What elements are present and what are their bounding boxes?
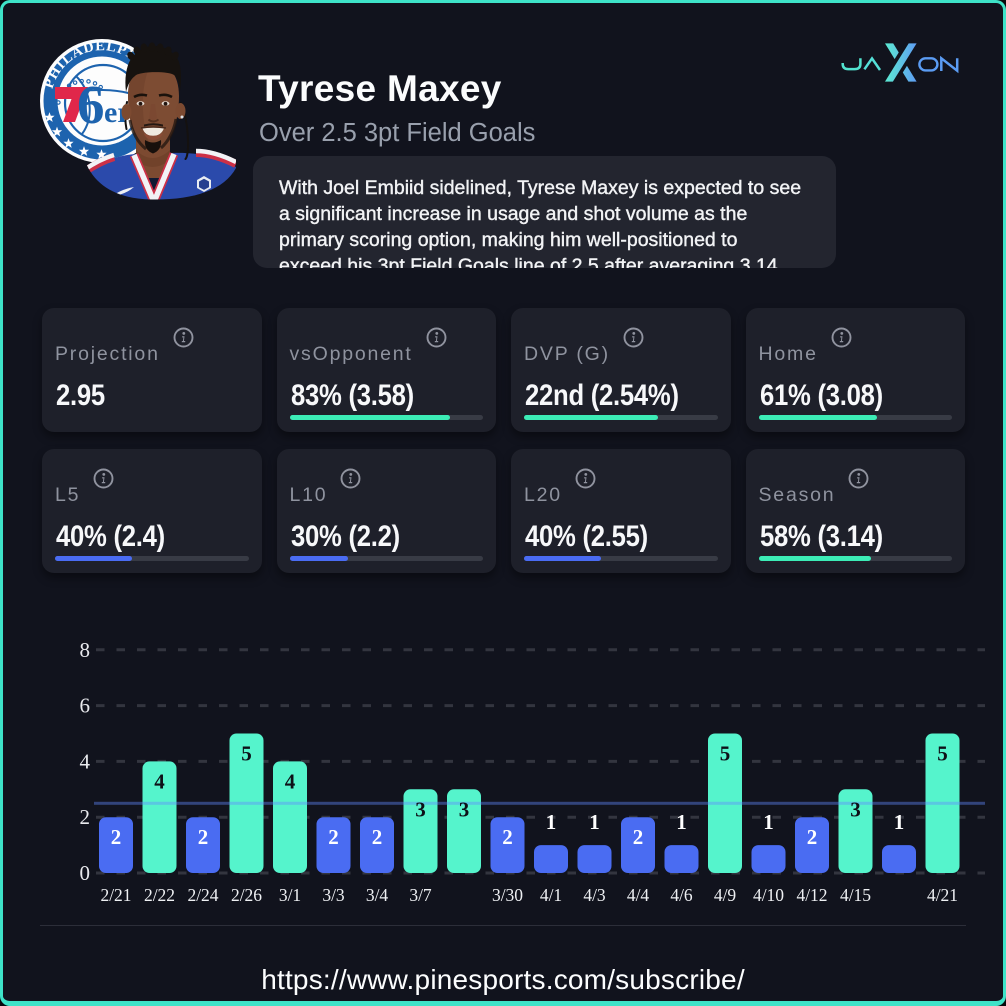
svg-text:2: 2 <box>80 805 91 829</box>
svg-text:5: 5 <box>241 742 252 766</box>
svg-text:2/21: 2/21 <box>100 885 131 905</box>
svg-text:3/30: 3/30 <box>492 885 523 905</box>
svg-text:0: 0 <box>80 861 91 885</box>
svg-text:2/26: 2/26 <box>231 885 262 905</box>
svg-text:2/22: 2/22 <box>144 885 175 905</box>
svg-text:3/1: 3/1 <box>279 885 301 905</box>
svg-text:2: 2 <box>198 825 209 849</box>
svg-text:2: 2 <box>807 825 818 849</box>
svg-text:4/4: 4/4 <box>627 885 650 905</box>
svg-text:1: 1 <box>763 810 774 834</box>
svg-text:2: 2 <box>372 825 383 849</box>
svg-text:3/7: 3/7 <box>409 885 432 905</box>
svg-text:4/21: 4/21 <box>927 885 958 905</box>
svg-text:3: 3 <box>850 797 861 821</box>
svg-text:4/15: 4/15 <box>840 885 871 905</box>
svg-text:4: 4 <box>154 769 165 793</box>
svg-text:1: 1 <box>589 810 600 834</box>
svg-text:4: 4 <box>285 769 296 793</box>
svg-text:2: 2 <box>502 825 513 849</box>
svg-text:5: 5 <box>720 742 731 766</box>
svg-text:5: 5 <box>937 742 948 766</box>
svg-text:2: 2 <box>111 825 122 849</box>
svg-text:4: 4 <box>80 749 91 773</box>
svg-text:6: 6 <box>80 694 91 718</box>
svg-text:3: 3 <box>415 797 426 821</box>
svg-text:4/1: 4/1 <box>540 885 562 905</box>
svg-text:8: 8 <box>80 638 91 662</box>
svg-text:1: 1 <box>894 810 905 834</box>
svg-text:3/4: 3/4 <box>366 885 389 905</box>
svg-text:4/10: 4/10 <box>753 885 784 905</box>
svg-text:4/3: 4/3 <box>583 885 606 905</box>
svg-text:3: 3 <box>459 797 470 821</box>
svg-text:6: 6 <box>77 74 105 135</box>
svg-text:1: 1 <box>546 810 557 834</box>
svg-text:4/9: 4/9 <box>714 885 737 905</box>
svg-text:2/24: 2/24 <box>187 885 218 905</box>
svg-text:2: 2 <box>328 825 339 849</box>
svg-text:4/6: 4/6 <box>670 885 693 905</box>
svg-text:3/3: 3/3 <box>322 885 345 905</box>
svg-text:2: 2 <box>633 825 644 849</box>
svg-text:4/12: 4/12 <box>796 885 827 905</box>
svg-text:1: 1 <box>676 810 687 834</box>
